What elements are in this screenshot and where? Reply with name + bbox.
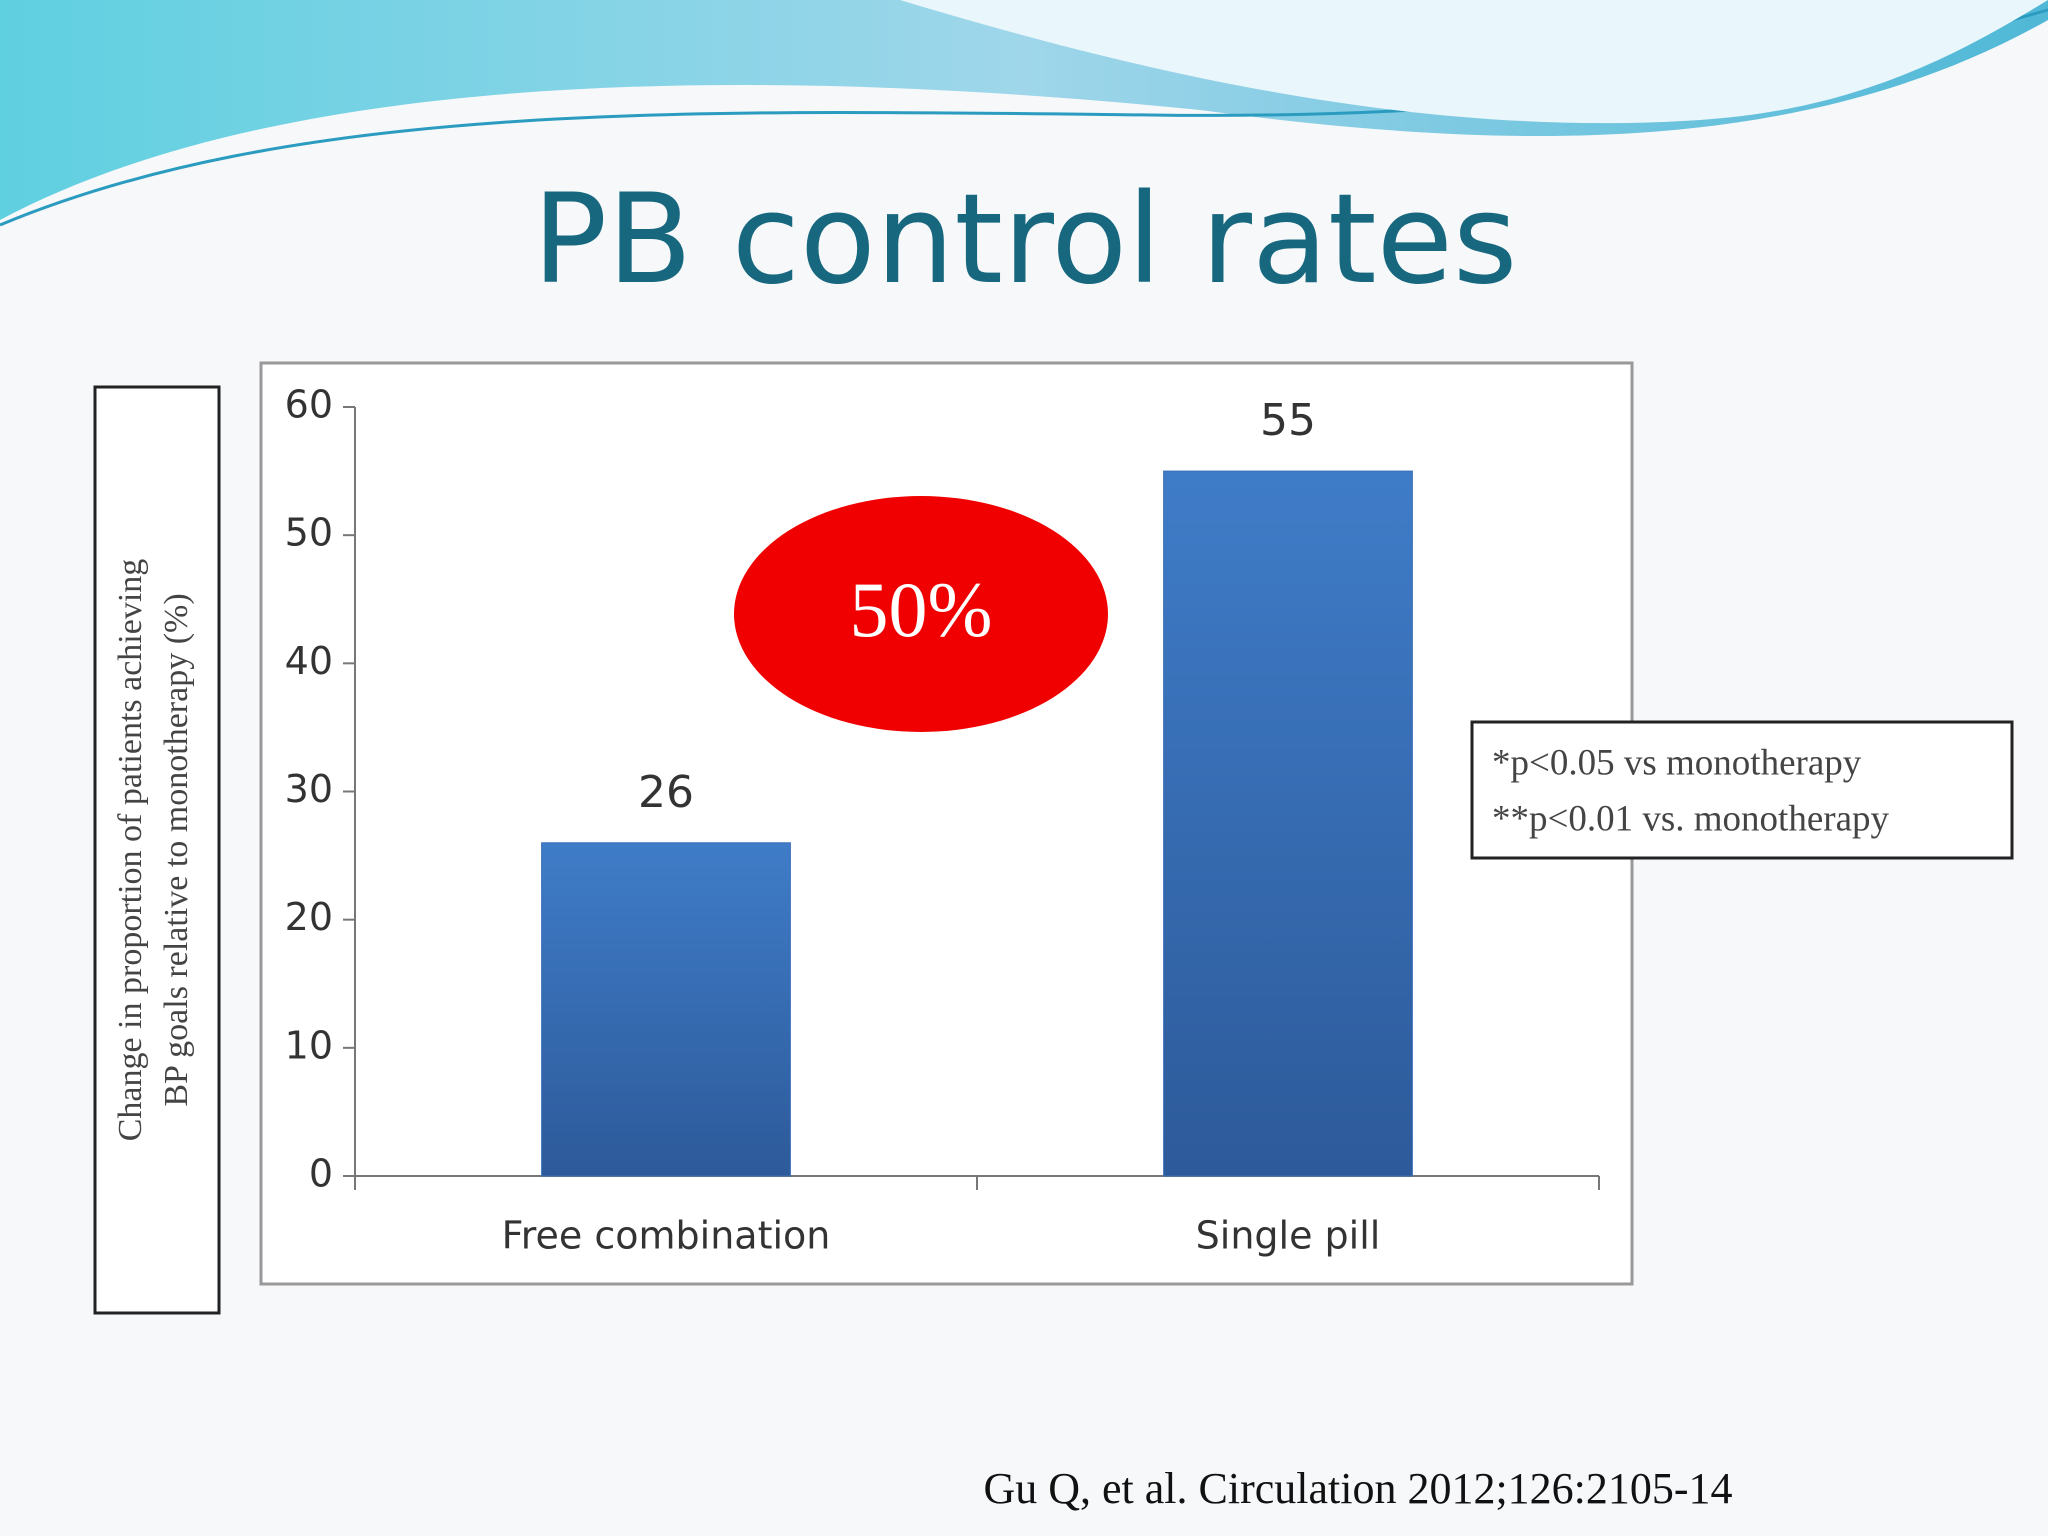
footnote-box — [1470, 720, 2014, 860]
y-label-group: Change in proportion of patients achievi… — [112, 559, 195, 1142]
citation: Gu Q, et al. Circulation 2012;126:2105-1… — [983, 1464, 1732, 1513]
footnote: **p<0.01 vs. monotherapy — [1492, 798, 1889, 839]
y-axis-label: BP goals relative to monotherapy (%) — [158, 593, 195, 1106]
y-axis-label: Change in proportion of patients achievi… — [112, 559, 149, 1142]
y-tick-label: 50 — [285, 511, 333, 555]
bar — [541, 842, 791, 1177]
y-tick-label: 0 — [309, 1152, 333, 1196]
slide-title: PB control rates — [533, 168, 1518, 312]
value-label: 55 — [1260, 395, 1316, 446]
wave-highlight — [900, 0, 2048, 124]
y-tick-label: 20 — [285, 895, 333, 939]
y-label-box — [93, 385, 221, 1315]
y-tick-label: 30 — [285, 767, 333, 811]
annotation-ellipse — [734, 496, 1108, 732]
x-tick-label: Free combination — [502, 1214, 831, 1258]
y-tick-label: 60 — [285, 383, 333, 427]
y-tick-label: 40 — [285, 639, 333, 683]
annotation: 50% — [850, 566, 993, 653]
y-tick-label: 10 — [285, 1023, 333, 1067]
value-label: 26 — [638, 767, 694, 818]
footnote: *p<0.05 vs monotherapy — [1492, 742, 1862, 783]
bar — [1163, 470, 1413, 1177]
x-tick-label: Single pill — [1196, 1214, 1381, 1258]
